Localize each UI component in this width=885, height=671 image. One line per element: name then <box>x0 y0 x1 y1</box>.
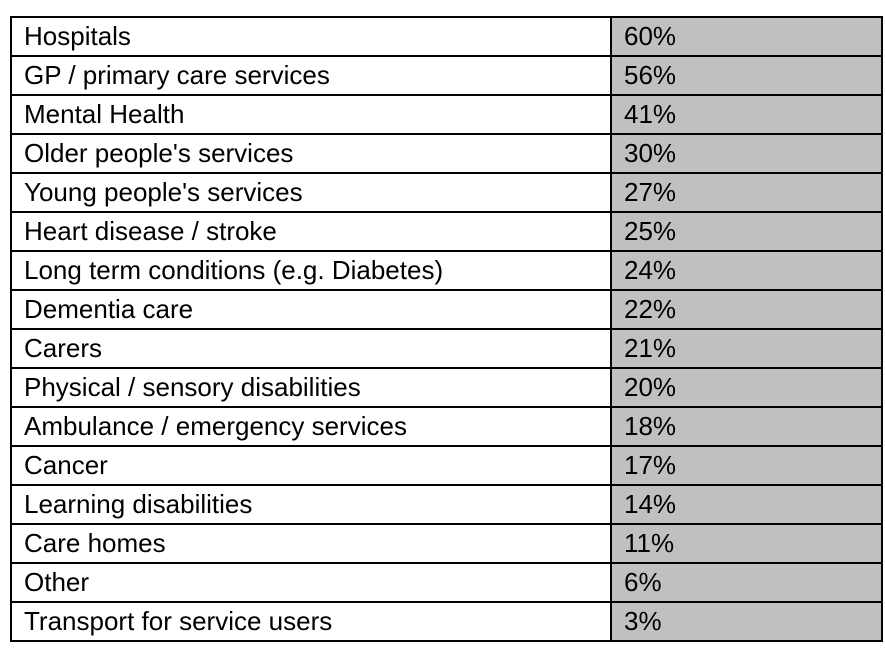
row-label: Other <box>10 562 612 603</box>
table-row: Learning disabilities 14% <box>10 484 883 525</box>
row-label: GP / primary care services <box>10 55 612 96</box>
row-value: 56% <box>610 55 883 96</box>
row-label: Care homes <box>10 523 612 564</box>
table-row: Physical / sensory disabilities 20% <box>10 367 883 408</box>
table-row: Carers 21% <box>10 328 883 369</box>
table-row: Cancer 17% <box>10 445 883 486</box>
row-value: 18% <box>610 406 883 447</box>
table-row: Young people's services 27% <box>10 172 883 213</box>
row-value: 25% <box>610 211 883 252</box>
row-label: Physical / sensory disabilities <box>10 367 612 408</box>
table: Hospitals 60% GP / primary care services 56… <box>10 16 883 642</box>
row-label: Learning disabilities <box>10 484 612 525</box>
table-body: Hospitals 60% GP / primary care services 56… <box>10 16 883 642</box>
table-row: Mental Health 41% <box>10 94 883 135</box>
row-label: Young people's services <box>10 172 612 213</box>
table-row: GP / primary care services 56% <box>10 55 883 96</box>
row-value: 22% <box>610 289 883 330</box>
table-row: Transport for service users 3% <box>10 601 883 642</box>
row-label: Carers <box>10 328 612 369</box>
table-container: Hospitals 60% GP / primary care services 56… <box>10 16 883 642</box>
row-value: 11% <box>610 523 883 564</box>
row-value: 60% <box>610 16 883 57</box>
row-value: 24% <box>610 250 883 291</box>
row-label: Mental Health <box>10 94 612 135</box>
row-value: 3% <box>610 601 883 642</box>
table-row: Older people's services 30% <box>10 133 883 174</box>
table-row: Long term conditions (e.g. Diabetes) 24% <box>10 250 883 291</box>
table-row: Hospitals 60% <box>10 16 883 57</box>
row-label: Ambulance / emergency services <box>10 406 612 447</box>
row-label: Transport for service users <box>10 601 612 642</box>
row-label: Heart disease / stroke <box>10 211 612 252</box>
row-value: 21% <box>610 328 883 369</box>
row-label: Cancer <box>10 445 612 486</box>
row-value: 20% <box>610 367 883 408</box>
table-row: Dementia care 22% <box>10 289 883 330</box>
row-label: Dementia care <box>10 289 612 330</box>
row-label: Long term conditions (e.g. Diabetes) <box>10 250 612 291</box>
row-label: Older people's services <box>10 133 612 174</box>
row-value: 14% <box>610 484 883 525</box>
row-label: Hospitals <box>10 16 612 57</box>
row-value: 27% <box>610 172 883 213</box>
row-value: 17% <box>610 445 883 486</box>
table-row: Other 6% <box>10 562 883 603</box>
row-value: 41% <box>610 94 883 135</box>
table-row: Ambulance / emergency services 18% <box>10 406 883 447</box>
row-value: 30% <box>610 133 883 174</box>
row-value: 6% <box>610 562 883 603</box>
table-row: Heart disease / stroke 25% <box>10 211 883 252</box>
table-row: Care homes 11% <box>10 523 883 564</box>
